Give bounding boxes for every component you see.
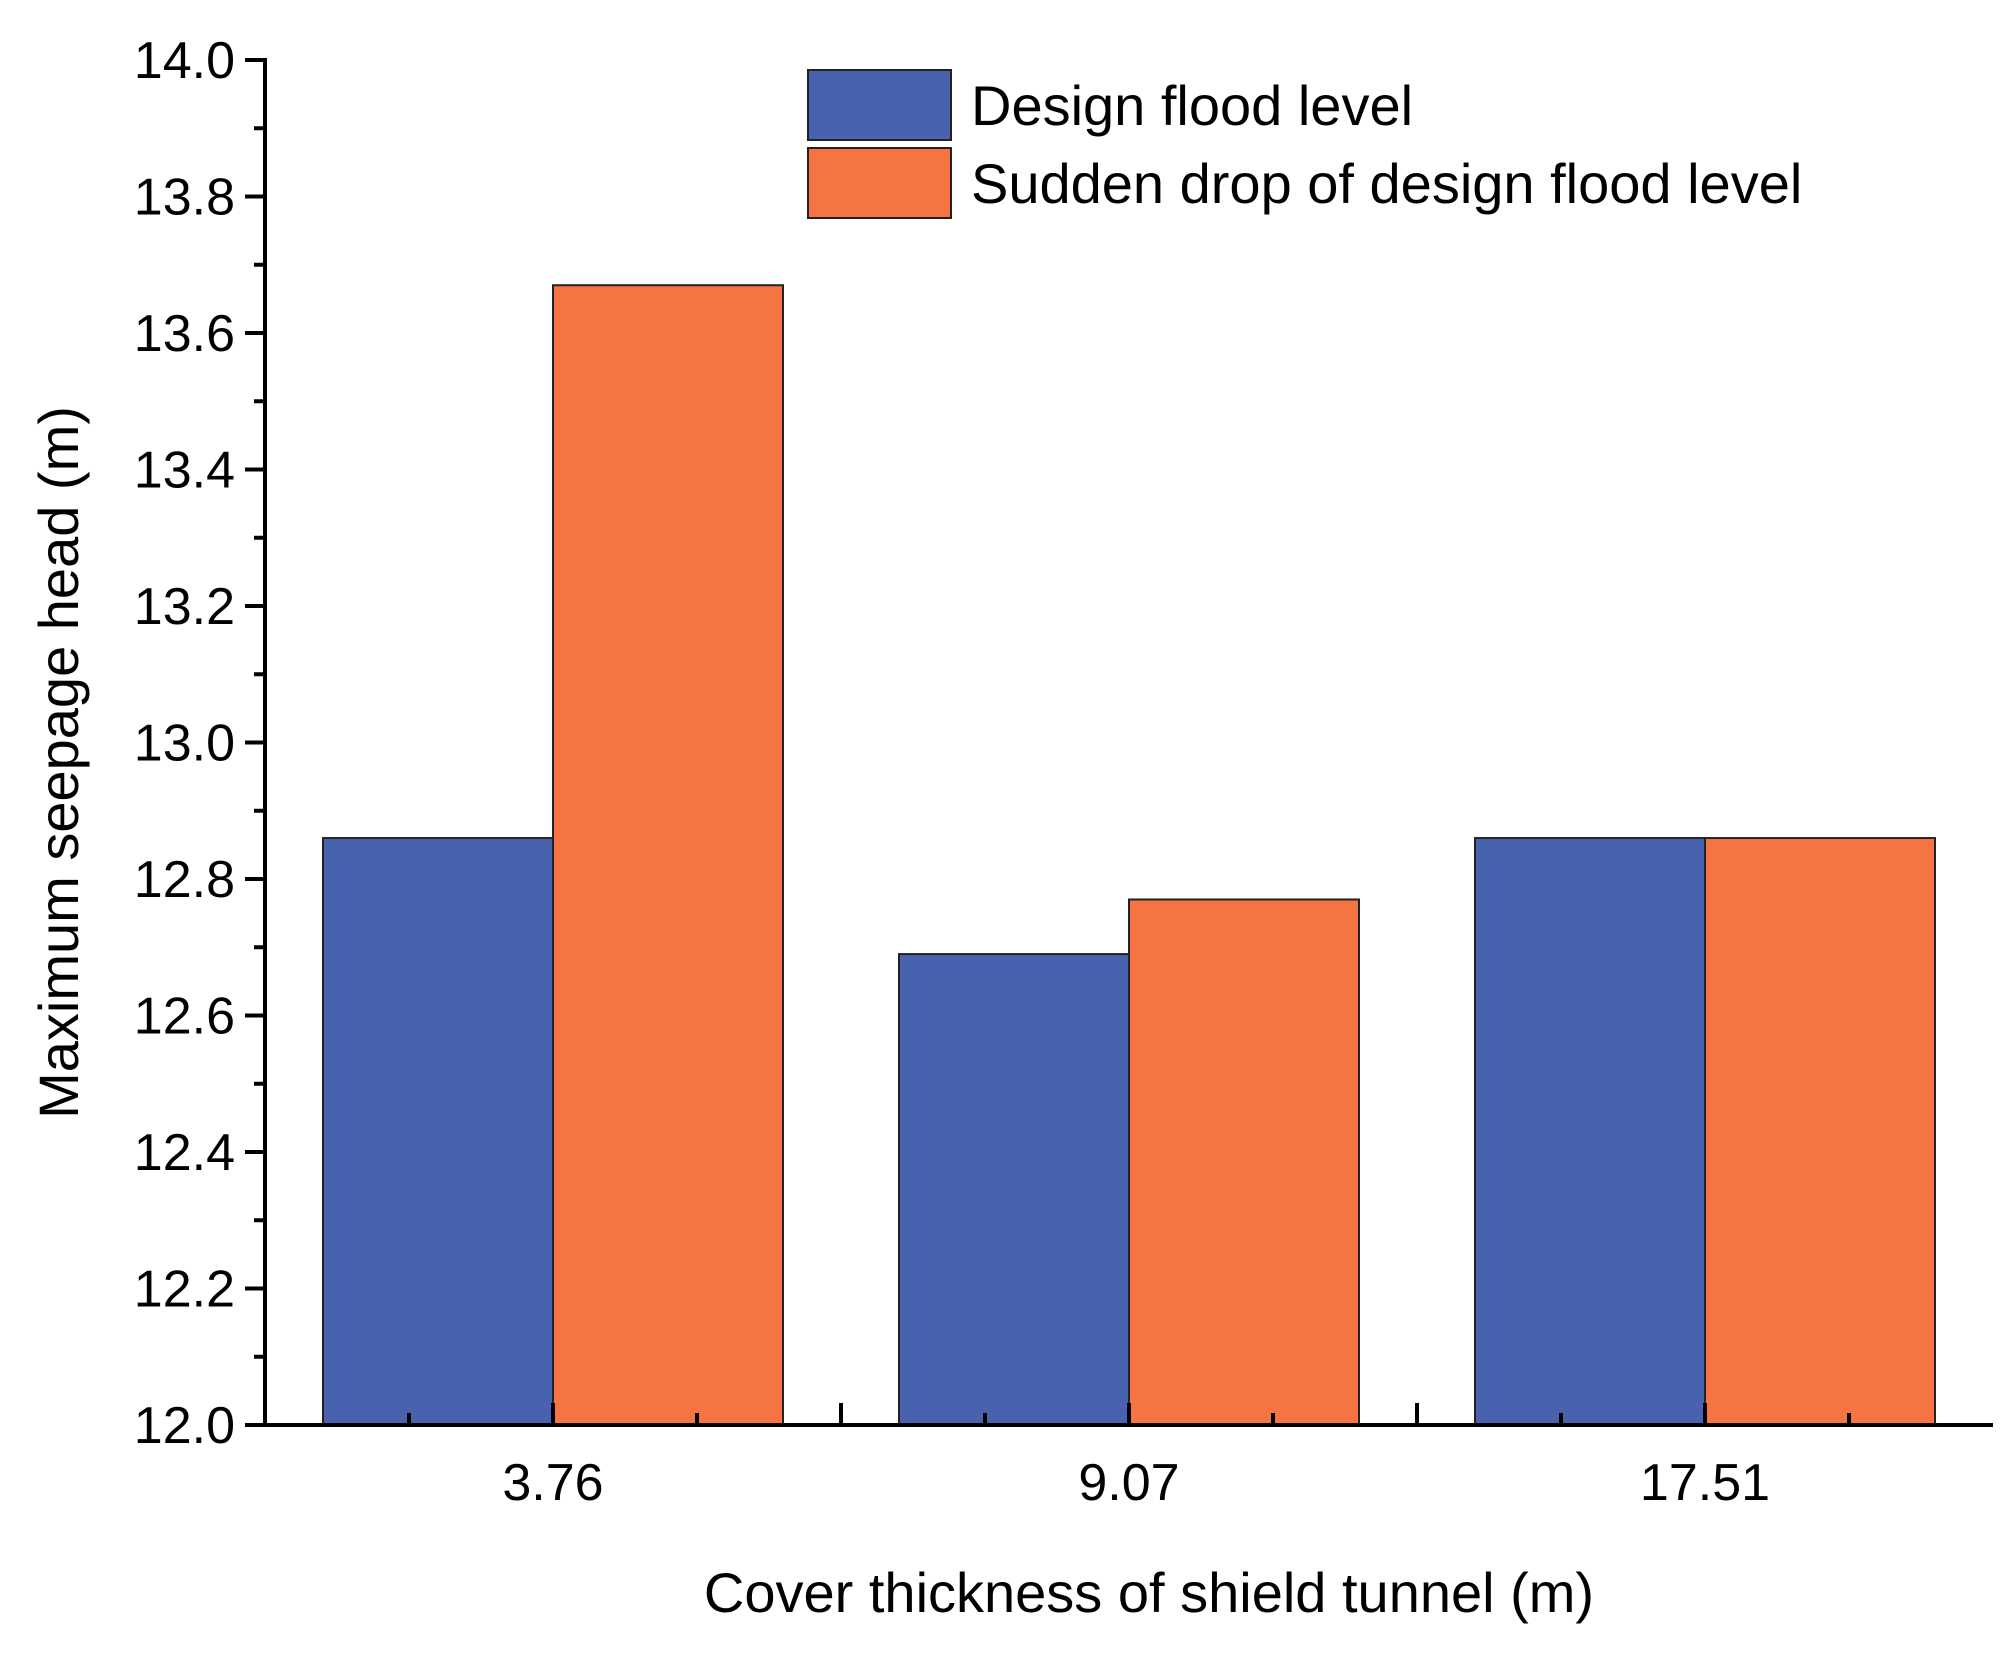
- y-tick-label: 13.0: [134, 715, 235, 773]
- y-tick-label: 13.6: [134, 305, 235, 363]
- bar-design-flood-level-9-07: [898, 953, 1130, 1426]
- legend-label-sudden-drop: Sudden drop of design flood level: [971, 152, 1802, 215]
- y-tick-label: 13.4: [134, 442, 235, 500]
- bars-layer: [322, 284, 1936, 1427]
- x-tick-label: 3.76: [502, 1454, 603, 1512]
- y-tick-label: 13.2: [134, 578, 235, 636]
- y-tick-label: 14.0: [134, 32, 235, 90]
- bar-design-flood-level-3-76: [322, 837, 554, 1426]
- x-tick-label: 9.07: [1078, 1454, 1179, 1512]
- x-tick-label: 17.51: [1640, 1454, 1770, 1512]
- y-tick-label: 12.4: [134, 1124, 235, 1182]
- y-tick-label: 12.8: [134, 851, 235, 909]
- y-tick-label: 12.2: [134, 1261, 235, 1319]
- y-tick-label: 12.6: [134, 988, 235, 1046]
- bar-sudden-drop-17-51: [1704, 837, 1936, 1426]
- x-axis-title: Cover thickness of shield tunnel (m): [704, 1561, 1594, 1624]
- legend-swatch-design-flood-level: [807, 69, 952, 141]
- x-ticks: 3.76 9.07 17.51: [407, 1403, 1851, 1512]
- legend: Design flood level Sudden drop of design…: [807, 69, 1802, 219]
- y-tick-label: 12.0: [134, 1397, 235, 1455]
- legend-label-design-flood-level: Design flood level: [971, 74, 1413, 137]
- bar-design-flood-level-17-51: [1474, 837, 1706, 1426]
- legend-swatch-sudden-drop: [807, 147, 952, 219]
- y-axis-title: Maximum seepage head (m): [27, 406, 90, 1119]
- bar-sudden-drop-9-07: [1128, 898, 1360, 1426]
- y-tick-label: 13.8: [134, 169, 235, 227]
- y-ticks: 12.0 12.2 12.4 12.6 12.8 13.0 13.2 13.4 13.6 13.8…: [134, 32, 265, 1455]
- bar-sudden-drop-3-76: [552, 284, 784, 1427]
